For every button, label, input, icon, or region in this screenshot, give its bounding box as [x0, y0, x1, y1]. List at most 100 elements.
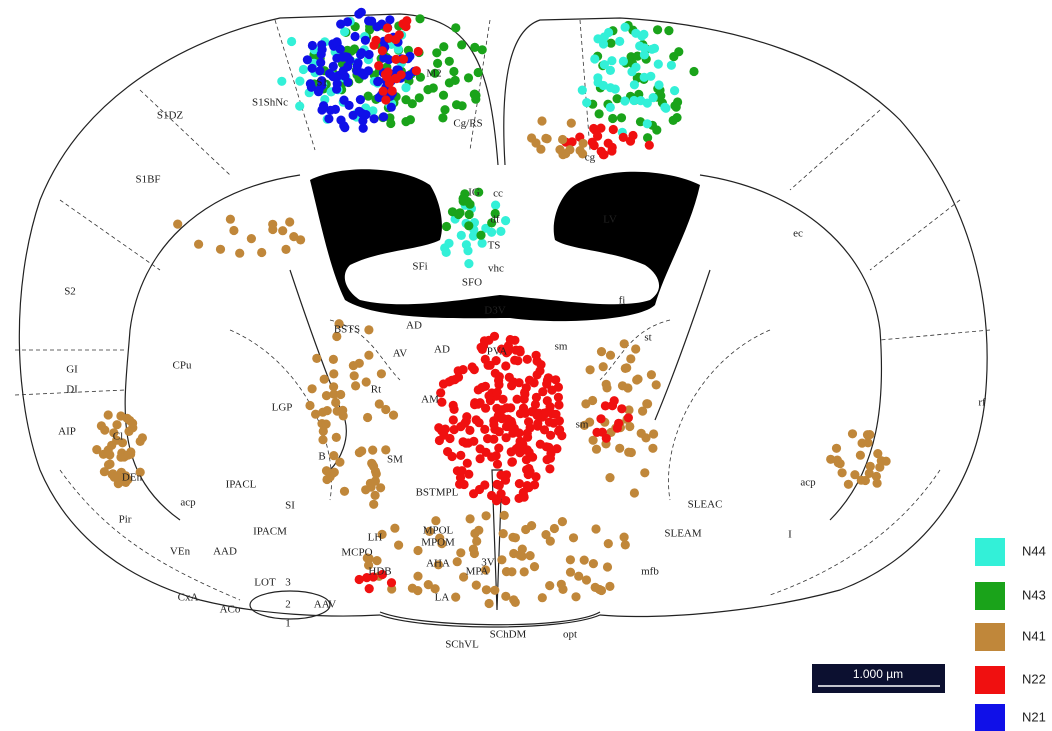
cell-dot: [598, 39, 609, 49]
cell-dot: [451, 23, 461, 33]
cell-dot: [445, 433, 455, 444]
cell-dot: [357, 48, 367, 58]
cell-dot: [364, 584, 374, 594]
cell-dot: [354, 574, 364, 585]
cell-dot: [377, 569, 387, 580]
cell-dot: [470, 89, 480, 99]
region-label: acp: [800, 477, 816, 489]
legend-swatch: [975, 582, 1005, 610]
cell-dot: [653, 59, 663, 69]
cell-dot: [423, 85, 433, 95]
cell-dot: [504, 372, 514, 382]
cell-dot: [476, 230, 486, 240]
region-labels: S1ShNc S1DZ S1BF S2 GI DI AIP Cl DEn Pir VEn AAD CxA…: [58, 68, 986, 651]
cell-dot: [501, 216, 511, 226]
cell-dot: [285, 217, 295, 227]
cell-dot: [636, 428, 646, 438]
cell-dot: [332, 37, 342, 47]
cell-dot: [470, 528, 480, 539]
cell-dot: [507, 457, 517, 467]
region-label: SLEAM: [664, 528, 702, 540]
region-label: B: [318, 451, 325, 463]
cell-dot: [318, 426, 328, 436]
cell-dot: [440, 105, 450, 115]
cell-dot: [370, 476, 380, 486]
cell-dot: [605, 102, 615, 112]
cell-dot: [541, 408, 552, 418]
cell-dot: [329, 389, 339, 399]
cell-dot: [296, 235, 306, 245]
cell-dot: [453, 372, 464, 382]
cell-dot: [639, 50, 650, 60]
cell-dot: [553, 392, 564, 402]
cell-dot: [574, 571, 584, 581]
cell-dot: [615, 443, 625, 453]
cell-dot: [544, 442, 554, 452]
cell-dot: [423, 580, 433, 590]
cell-dot: [596, 414, 606, 424]
cell-dot: [374, 61, 384, 71]
region-label: Pir: [119, 514, 132, 526]
cell-dot: [376, 483, 386, 493]
cell-dot: [456, 450, 466, 460]
cell-dot: [438, 113, 448, 123]
region-label: MCPO: [341, 547, 372, 559]
cell-dot: [496, 489, 506, 499]
cell-dot: [565, 567, 576, 577]
cell-dot: [545, 581, 555, 591]
cell-dot: [620, 96, 630, 106]
cell-dot: [588, 435, 598, 445]
cell-dot: [510, 355, 520, 365]
region-label: DEn: [122, 472, 143, 484]
cell-dot: [449, 66, 459, 77]
cell-dot: [444, 78, 454, 88]
cell-dot: [527, 521, 537, 531]
cell-dot: [430, 68, 440, 78]
cell-dot: [501, 496, 511, 506]
cell-dot: [644, 140, 654, 150]
cell-dot: [331, 397, 341, 408]
cell-dot: [431, 516, 441, 526]
region-label: LGP: [272, 402, 293, 414]
cell-dot: [864, 468, 874, 478]
cell-dot: [278, 226, 288, 236]
cell-dot: [381, 445, 391, 455]
cell-dot: [451, 592, 461, 602]
cell-dot: [670, 86, 680, 96]
cell-dot: [489, 331, 500, 341]
cell-dot: [602, 383, 612, 393]
cell-dot: [437, 397, 447, 407]
cell-dot: [369, 499, 379, 509]
cell-dot: [302, 55, 312, 65]
region-label: S1DZ: [157, 110, 184, 122]
cell-dot: [377, 46, 387, 56]
cell-dot: [354, 106, 364, 116]
cell-dot: [615, 36, 625, 47]
cell-dot: [537, 593, 547, 603]
cell-dot: [105, 459, 115, 469]
cell-dot: [651, 380, 661, 390]
region-label: S1: [316, 77, 328, 89]
region-label: CxA: [178, 592, 199, 604]
cell-dot: [537, 116, 547, 126]
cell-dot: [328, 72, 338, 82]
cell-dot: [501, 346, 511, 356]
cell-dot: [472, 536, 482, 546]
cell-dot: [501, 361, 511, 371]
cell-dot: [555, 145, 565, 155]
region-label: S1BF: [135, 174, 160, 186]
cell-dot: [556, 579, 566, 589]
cell-dot: [647, 44, 657, 54]
cell-dot: [469, 489, 479, 499]
cell-dot: [317, 45, 327, 55]
region-label: sm: [555, 341, 568, 353]
region-label: M2: [426, 68, 441, 80]
cell-dot: [246, 234, 256, 244]
cell-dot: [457, 466, 467, 476]
cell-dot: [605, 581, 615, 592]
cell-dot: [490, 585, 500, 595]
cell-dot: [837, 468, 847, 478]
cell-dot: [459, 572, 469, 582]
cell-dot: [364, 49, 374, 60]
